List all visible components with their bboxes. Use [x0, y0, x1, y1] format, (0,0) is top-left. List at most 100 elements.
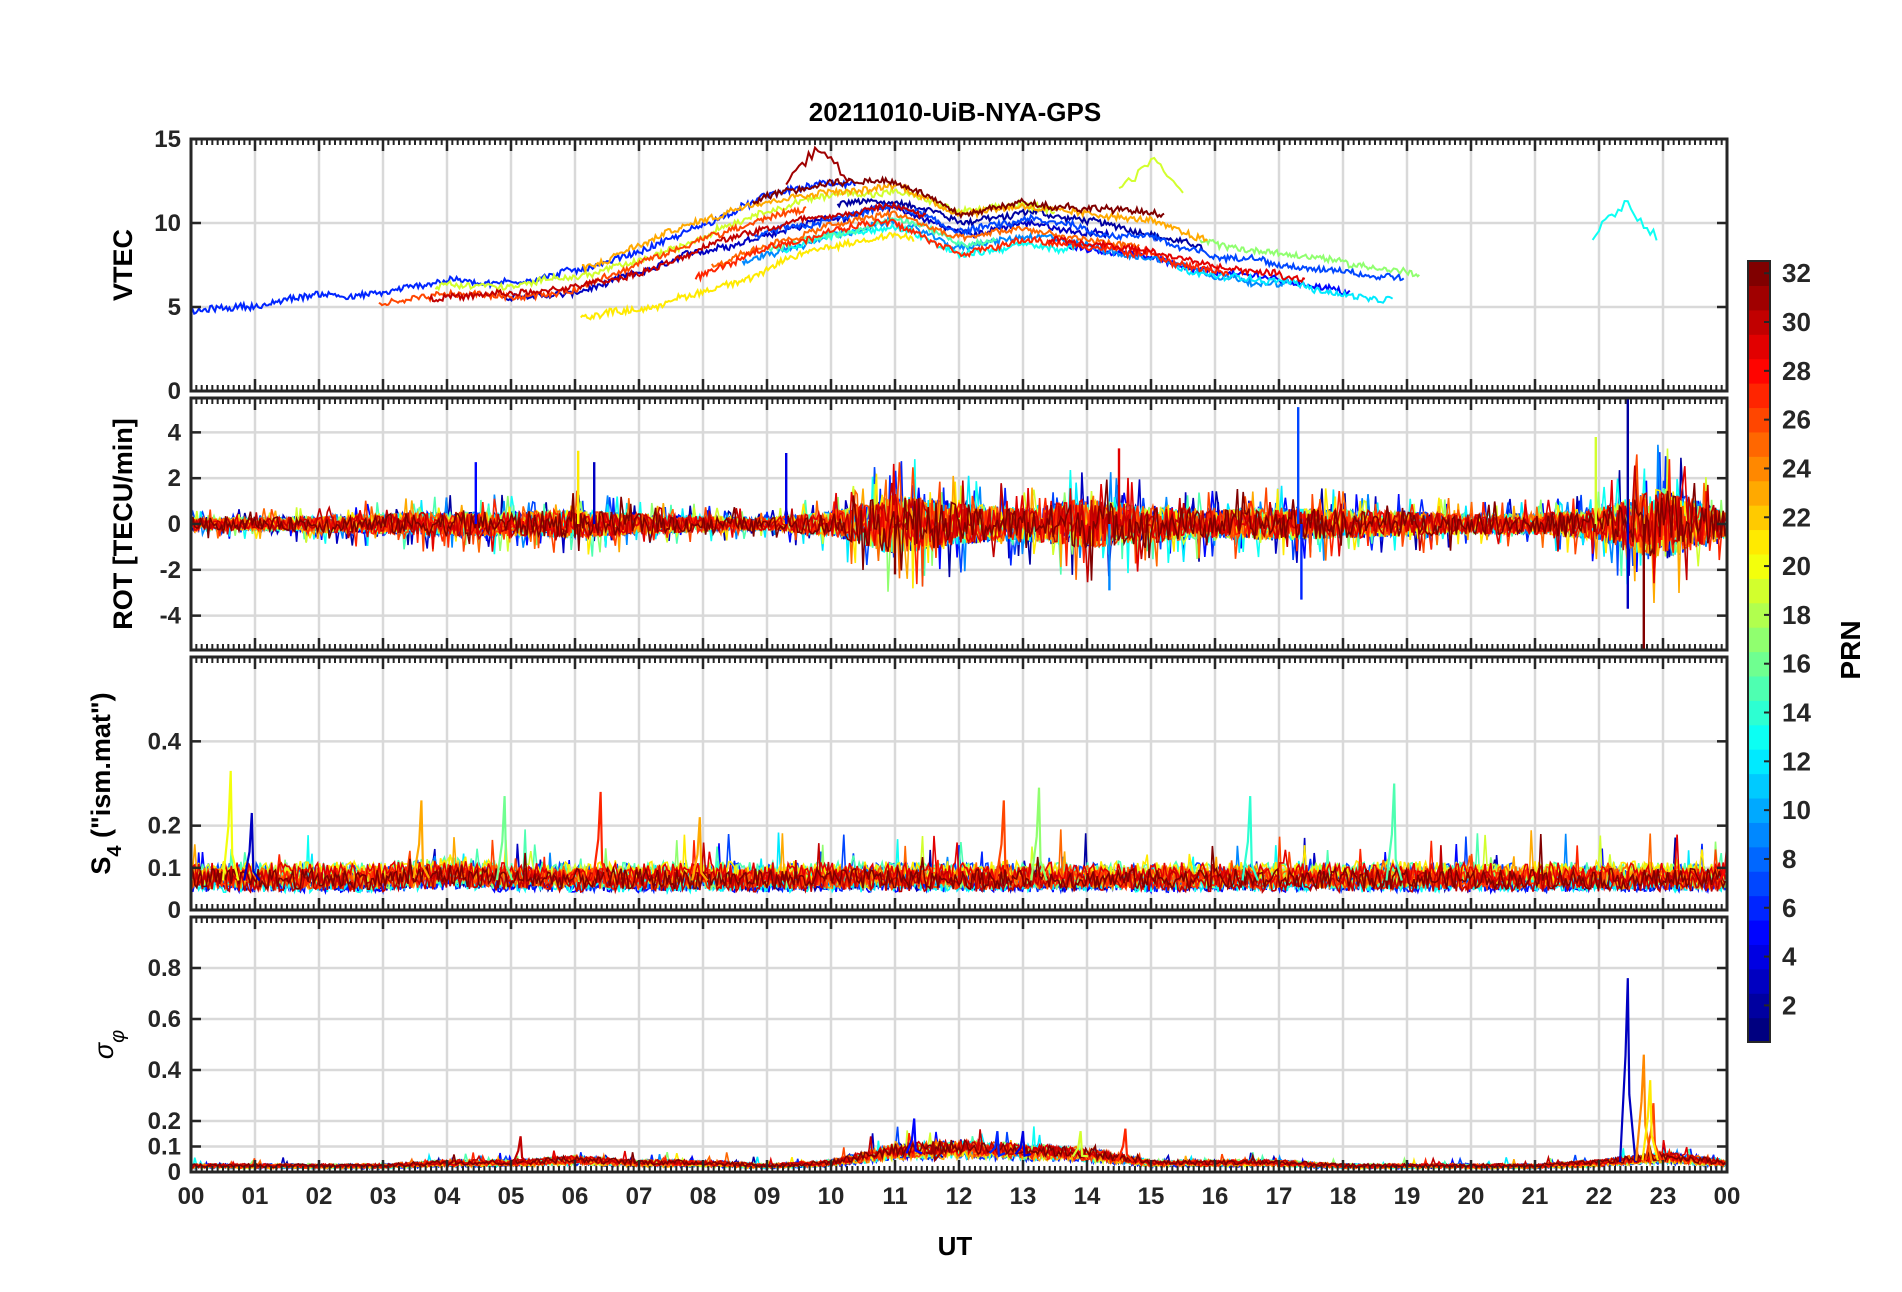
- y-tick-label: 0.1: [148, 1134, 181, 1161]
- y-tick-label: 0: [168, 378, 181, 405]
- colorbar-swatch: [1748, 749, 1770, 775]
- sigma_phi-spike: [1619, 978, 1637, 1163]
- y-tick-label: 0.4: [148, 1057, 182, 1084]
- colorbar-swatch: [1748, 505, 1770, 531]
- colorbar-label: PRN: [1835, 620, 1866, 679]
- x-tick-label: 00: [178, 1183, 205, 1210]
- y-tick-label: 0: [168, 511, 181, 538]
- x-tick-label: 16: [1202, 1183, 1229, 1210]
- colorbar-tick-label: 22: [1782, 502, 1811, 532]
- sigma_phi-spike: [1644, 1103, 1663, 1161]
- vtec-series-prn-19: [434, 185, 1056, 293]
- colorbar-swatch: [1748, 529, 1770, 555]
- sigma_phi-spike: [1116, 1128, 1134, 1163]
- colorbar-swatch: [1748, 895, 1770, 921]
- colorbar-tick-label: 14: [1782, 698, 1811, 728]
- y-axis-label-rot: ROT [TECU/min]: [108, 418, 138, 629]
- colorbar-swatch: [1748, 871, 1770, 897]
- colorbar-swatch: [1748, 578, 1770, 604]
- vtec-series-prn-21: [580, 231, 915, 321]
- colorbar-tick-label: 10: [1782, 795, 1811, 825]
- colorbar-swatch: [1748, 773, 1770, 799]
- sigma_phi-spike: [1635, 1054, 1653, 1161]
- x-tick-label: 15: [1138, 1183, 1165, 1210]
- colorbar-swatch: [1748, 285, 1770, 311]
- panel-sigma_phi: 00.10.2 0.4 0.6 0.8 σφ: [89, 915, 1729, 1186]
- y-tick-label: 0.2: [148, 813, 181, 840]
- colorbar-tick-label: 26: [1782, 405, 1811, 435]
- y-tick-label: 0.8: [148, 955, 181, 982]
- s4-spike: [1241, 796, 1259, 881]
- colorbar-swatch: [1748, 968, 1770, 994]
- x-tick-label: 03: [370, 1183, 397, 1210]
- s4-spike: [412, 800, 431, 879]
- y-axis-label-s4: S4 ("ism.mat"): [86, 692, 126, 874]
- colorbar-swatch: [1748, 456, 1770, 482]
- panel-s4: 0 0.1 0.2 0.4 S4 ("ism.mat"): [86, 655, 1729, 924]
- colorbar-swatch: [1748, 944, 1770, 970]
- sigma_phi-spike: [1014, 1131, 1031, 1158]
- y-tick-label: 0.4: [148, 728, 182, 755]
- vtec-series-prn-23: [581, 180, 1208, 274]
- s4-series-prn-32: [191, 833, 1726, 893]
- y-tick-label: 0.2: [148, 1108, 181, 1135]
- colorbar-swatch: [1748, 334, 1770, 360]
- colorbar-swatch: [1748, 407, 1770, 433]
- colorbar-swatch: [1748, 383, 1770, 409]
- colorbar-swatch: [1748, 1017, 1770, 1043]
- vtec-series-prn-2: [836, 197, 1205, 253]
- x-tick-label: 05: [498, 1183, 525, 1210]
- colorbar-swatch: [1748, 919, 1770, 945]
- sigma_phi-spike: [1641, 1080, 1659, 1161]
- vtec-series-prn-29: [1048, 235, 1306, 283]
- colorbar-swatch: [1748, 431, 1770, 457]
- colorbar-swatch: [1748, 480, 1770, 506]
- vtec-series-prn-30: [428, 201, 927, 303]
- colorbar-swatch: [1748, 602, 1770, 628]
- colorbar-tick-label: 18: [1782, 600, 1811, 630]
- s4-spike: [591, 791, 610, 881]
- y-axis-label-sigma_phi: σφ: [89, 1030, 129, 1059]
- colorbar-tick-label: 2: [1782, 990, 1796, 1020]
- sigma_phi-spike: [511, 1136, 530, 1165]
- colorbar-swatch: [1748, 675, 1770, 701]
- y-tick-label: 0.6: [148, 1006, 181, 1033]
- x-tick-label: 18: [1330, 1183, 1357, 1210]
- colorbar-tick-label: 12: [1782, 746, 1811, 776]
- s4-spike: [1718, 846, 1727, 882]
- x-tick-label: 20: [1458, 1183, 1485, 1210]
- series-group: [191, 770, 1727, 896]
- x-tick-label: 09: [754, 1183, 781, 1210]
- vtec-series-prn-25: [711, 208, 1140, 269]
- s4-spike: [243, 812, 261, 882]
- colorbar-swatch: [1748, 724, 1770, 750]
- colorbar-tick-label: 16: [1782, 649, 1811, 679]
- vtec-peak: [1591, 199, 1658, 241]
- x-tick-label: 04: [434, 1183, 461, 1210]
- x-tick-label: 22: [1586, 1183, 1613, 1210]
- colorbar-tick-label: 30: [1782, 307, 1811, 337]
- s4-spike: [1385, 783, 1403, 881]
- colorbar-swatch: [1748, 261, 1770, 287]
- x-tick-label: 19: [1394, 1183, 1421, 1210]
- colorbar-frame: [1747, 260, 1771, 1043]
- colorbar-swatch: [1748, 822, 1770, 848]
- colorbar-swatch: [1748, 627, 1770, 653]
- colorbar-swatch: [1748, 797, 1770, 823]
- x-axis-label: UT: [938, 1231, 973, 1261]
- series-group: [191, 145, 1658, 321]
- colorbar-tick-label: 20: [1782, 551, 1811, 581]
- y-tick-label: -4: [160, 603, 182, 630]
- x-tick-label: 06: [562, 1183, 589, 1210]
- s4-spike: [995, 800, 1013, 881]
- x-tick-label: 23: [1650, 1183, 1677, 1210]
- sigma_phi-spike: [988, 1131, 1006, 1158]
- vtec-peak: [785, 145, 851, 186]
- x-tick-label: 14: [1074, 1183, 1101, 1210]
- vtec-series-prn-13: [783, 222, 1076, 260]
- series-group: [191, 398, 1726, 650]
- colorbar-swatch: [1748, 651, 1770, 677]
- sigma_phi-spike: [1071, 1131, 1089, 1158]
